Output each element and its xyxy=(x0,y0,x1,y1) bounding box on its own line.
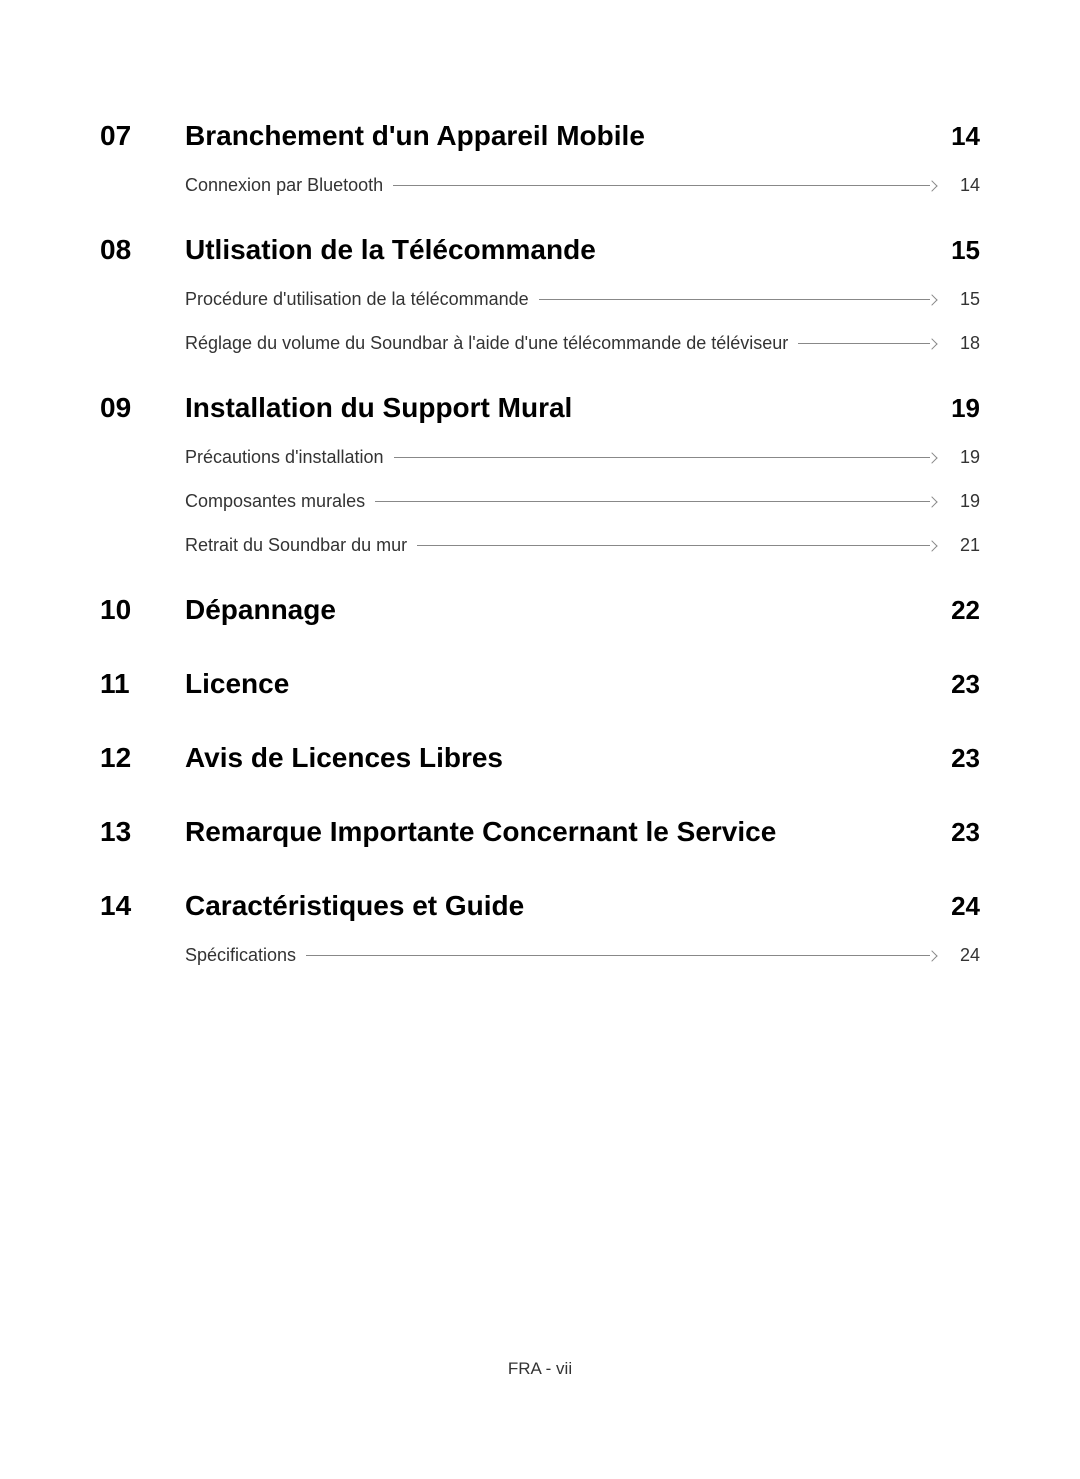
sub-page: 19 xyxy=(940,447,980,468)
sub-label: Connexion par Bluetooth xyxy=(185,175,393,196)
sub-item: Connexion par Bluetooth 14 xyxy=(185,174,980,196)
sub-page: 24 xyxy=(940,945,980,966)
toc-section: 13 Remarque Importante Concernant le Ser… xyxy=(100,816,980,848)
leader-line xyxy=(306,955,930,956)
sub-label: Spécifications xyxy=(185,945,306,966)
section-title-row: Installation du Support Mural 19 xyxy=(185,392,980,424)
section-page: 23 xyxy=(930,743,980,774)
toc-section: 11 Licence 23 xyxy=(100,668,980,700)
toc-section: 09 Installation du Support Mural 19 xyxy=(100,392,980,424)
sub-item: Spécifications 24 xyxy=(185,944,980,966)
section-number: 07 xyxy=(100,120,185,152)
page-footer: FRA - vii xyxy=(0,1359,1080,1379)
section-title-row: Avis de Licences Libres 23 xyxy=(185,742,980,774)
leader-line xyxy=(394,457,930,458)
toc-section: 12 Avis de Licences Libres 23 xyxy=(100,742,980,774)
section-page: 22 xyxy=(930,595,980,626)
sub-item: Retrait du Soundbar du mur 21 xyxy=(185,534,980,556)
leader-line xyxy=(798,343,930,344)
sub-label: Précautions d'installation xyxy=(185,447,394,468)
section-title-row: Branchement d'un Appareil Mobile 14 xyxy=(185,120,980,152)
section-title-row: Remarque Importante Concernant le Servic… xyxy=(185,816,980,848)
section-title-row: Licence 23 xyxy=(185,668,980,700)
section-number: 09 xyxy=(100,392,185,424)
leader-line xyxy=(417,545,930,546)
section-number: 14 xyxy=(100,890,185,922)
section-title: Caractéristiques et Guide xyxy=(185,890,524,922)
sub-item: Procédure d'utilisation de la télécomman… xyxy=(185,288,980,310)
sub-label: Réglage du volume du Soundbar à l'aide d… xyxy=(185,333,798,354)
sub-page: 15 xyxy=(940,289,980,310)
sub-items: Spécifications 24 xyxy=(185,944,980,966)
section-title-row: Caractéristiques et Guide 24 xyxy=(185,890,980,922)
sub-items: Procédure d'utilisation de la télécomman… xyxy=(185,288,980,354)
sub-items: Précautions d'installation 19 Composante… xyxy=(185,446,980,556)
sub-page: 19 xyxy=(940,491,980,512)
leader-line xyxy=(393,185,930,186)
section-title: Utlisation de la Télécommande xyxy=(185,234,596,266)
section-number: 13 xyxy=(100,816,185,848)
section-title-row: Dépannage 22 xyxy=(185,594,980,626)
sub-page: 21 xyxy=(940,535,980,556)
section-page: 24 xyxy=(930,891,980,922)
sub-label: Retrait du Soundbar du mur xyxy=(185,535,417,556)
section-page: 23 xyxy=(930,669,980,700)
section-title: Dépannage xyxy=(185,594,336,626)
section-title: Remarque Importante Concernant le Servic… xyxy=(185,816,776,848)
section-title: Branchement d'un Appareil Mobile xyxy=(185,120,645,152)
section-page: 23 xyxy=(930,817,980,848)
leader-line xyxy=(375,501,930,502)
toc-section: 08 Utlisation de la Télécommande 15 xyxy=(100,234,980,266)
sub-label: Procédure d'utilisation de la télécomman… xyxy=(185,289,539,310)
sub-item: Réglage du volume du Soundbar à l'aide d… xyxy=(185,332,980,354)
sub-item: Précautions d'installation 19 xyxy=(185,446,980,468)
sub-items: Connexion par Bluetooth 14 xyxy=(185,174,980,196)
leader-line xyxy=(539,299,930,300)
section-number: 08 xyxy=(100,234,185,266)
toc-section: 10 Dépannage 22 xyxy=(100,594,980,626)
section-number: 11 xyxy=(100,668,185,700)
sub-page: 18 xyxy=(940,333,980,354)
section-title: Installation du Support Mural xyxy=(185,392,572,424)
sub-label: Composantes murales xyxy=(185,491,375,512)
section-page: 14 xyxy=(930,121,980,152)
toc-page: 07 Branchement d'un Appareil Mobile 14 C… xyxy=(0,0,1080,966)
section-title-row: Utlisation de la Télécommande 15 xyxy=(185,234,980,266)
section-number: 12 xyxy=(100,742,185,774)
section-title: Avis de Licences Libres xyxy=(185,742,503,774)
toc-section: 07 Branchement d'un Appareil Mobile 14 xyxy=(100,120,980,152)
section-number: 10 xyxy=(100,594,185,626)
sub-item: Composantes murales 19 xyxy=(185,490,980,512)
section-title: Licence xyxy=(185,668,289,700)
section-page: 19 xyxy=(930,393,980,424)
toc-section: 14 Caractéristiques et Guide 24 xyxy=(100,890,980,922)
sub-page: 14 xyxy=(940,175,980,196)
section-page: 15 xyxy=(930,235,980,266)
